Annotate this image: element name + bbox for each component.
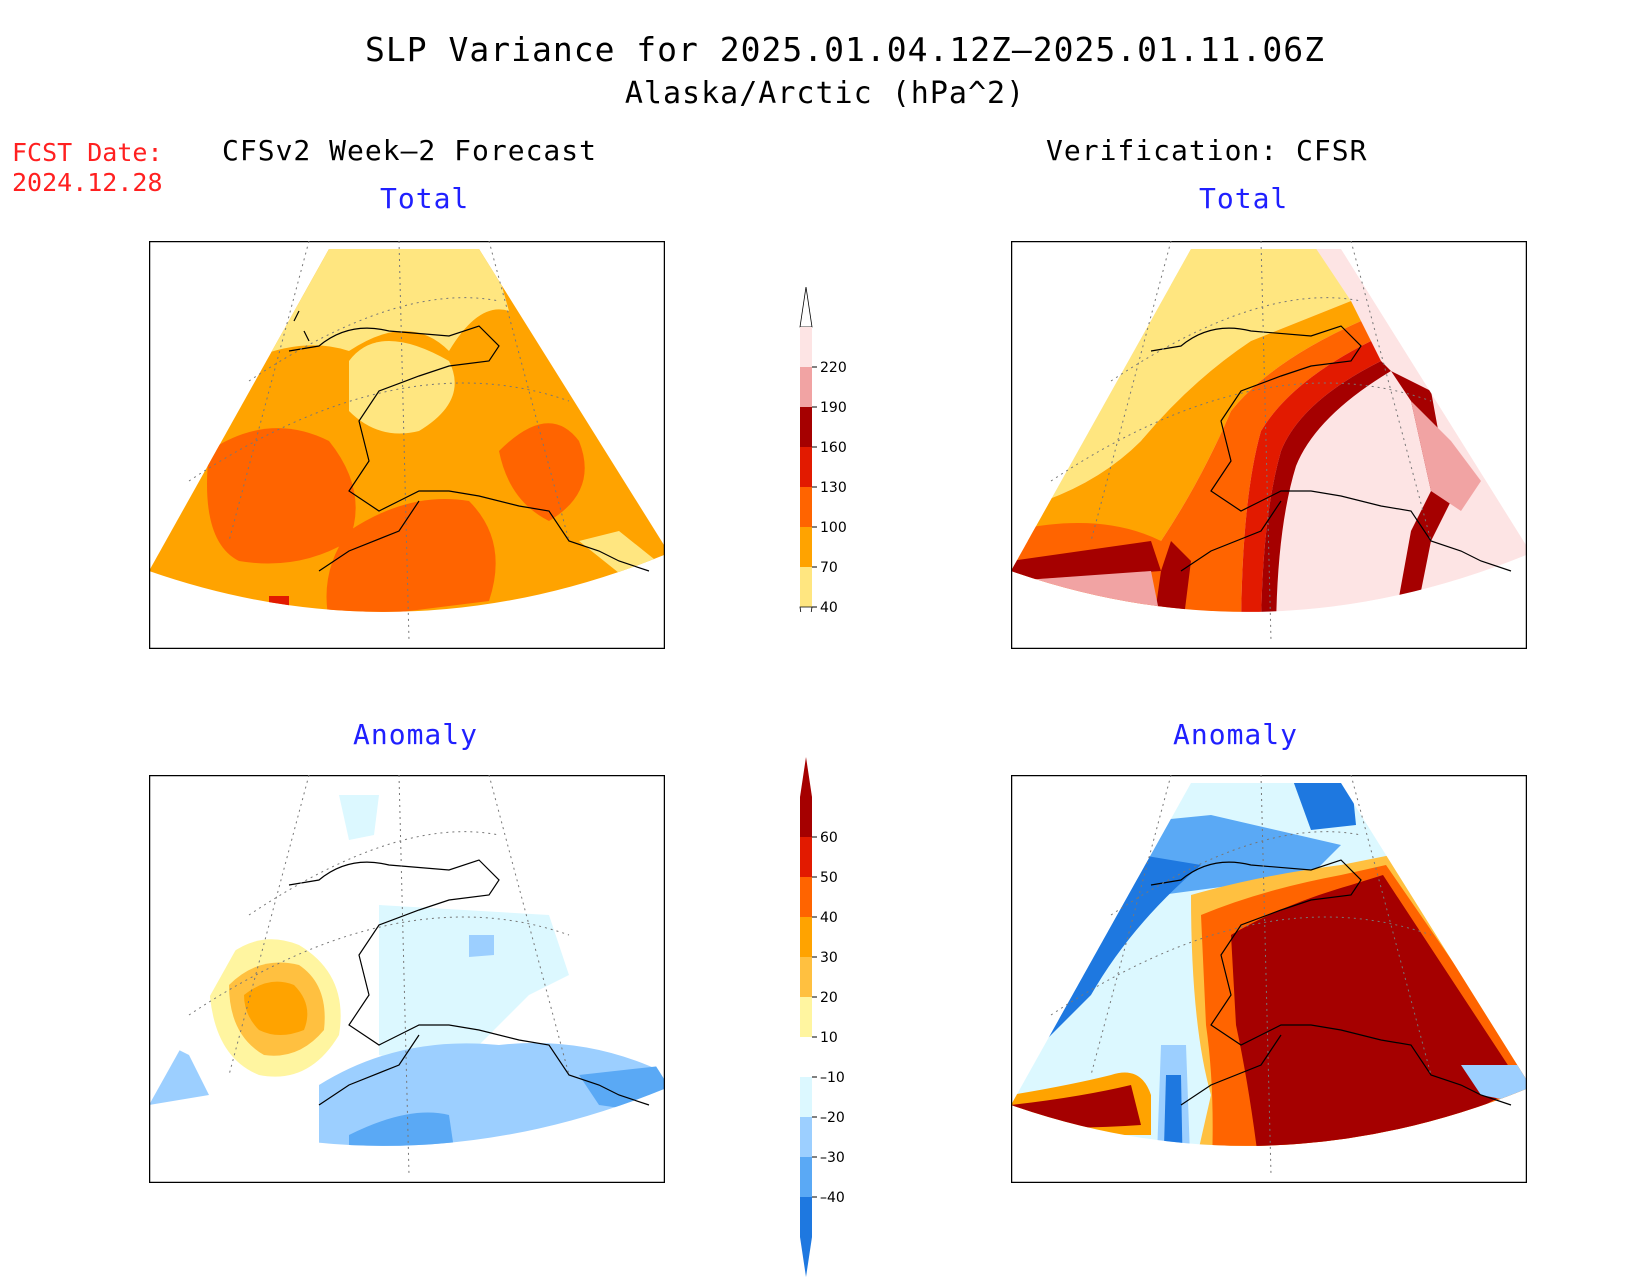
colorbar-total-label: 130 (820, 480, 847, 496)
forecast-anomaly-title: Anomaly (353, 718, 479, 751)
main-title: SLP Variance for 2025.01.04.12Z–2025.01.… (365, 30, 1325, 69)
colorbar-anomaly-bottom-arrow (800, 1237, 812, 1277)
colorbar-anomaly-label: 10 (820, 1030, 838, 1046)
colorbar-total-swatch (800, 567, 812, 607)
verification-anomaly-map (1011, 775, 1527, 1183)
colorbar-total-label: 220 (820, 360, 847, 376)
colorbar-anomaly-swatch (800, 997, 812, 1037)
colorbar-anomaly-label: –30 (820, 1150, 845, 1166)
verification-total-map (1011, 241, 1527, 649)
colorbar-total-label: 100 (820, 520, 847, 536)
colorbar-total-label: 160 (820, 440, 847, 456)
colorbar-anomaly-swatch (800, 1077, 812, 1117)
colorbar-anomaly-swatch (800, 837, 812, 877)
colorbar-anomaly-label: 20 (820, 990, 838, 1006)
main-subtitle: Alaska/Arctic (hPa^2) (624, 76, 1026, 111)
colorbar-anomaly-swatch (800, 917, 812, 957)
verification-anomaly-title: Anomaly (1173, 718, 1299, 751)
forecast-anomaly-map (149, 775, 665, 1183)
colorbar-anomaly-label: 30 (820, 950, 838, 966)
colorbar-anomaly-swatch (800, 1037, 812, 1077)
forecast-total-title: Total (380, 182, 470, 215)
total-colorbar: 220 190 160 130 100 70 40 (799, 286, 847, 612)
verification-column-title: Verification: CFSR (1046, 134, 1368, 167)
colorbar-anomaly-label: –20 (820, 1110, 845, 1126)
colorbar-anomaly-label: 40 (820, 910, 838, 926)
colorbar-total-bottom-arrow (799, 606, 813, 612)
verification-total-title: Total (1199, 182, 1289, 215)
colorbar-total-swatch (800, 447, 812, 487)
colorbar-anomaly-swatch (800, 1117, 812, 1157)
colorbar-total-label: 40 (820, 600, 838, 612)
colorbar-anomaly-label: –10 (820, 1070, 845, 1086)
colorbar-anomaly-swatch (800, 1197, 812, 1237)
colorbar-total-swatch (800, 407, 812, 447)
colorbar-anomaly-swatch (800, 957, 812, 997)
colorbar-anomaly-label: 60 (820, 830, 838, 846)
colorbar-anomaly-swatch (800, 797, 812, 837)
colorbar-anomaly-swatch (800, 1157, 812, 1197)
fcst-date-value: 2024.12.28 (12, 168, 163, 197)
forecast-column-title: CFSv2 Week–2 Forecast (222, 134, 598, 167)
colorbar-anomaly-swatch (800, 877, 812, 917)
anomaly-colorbar: 60 50 40 30 20 10 –10 –20 –30 –40 (800, 757, 845, 1277)
colorbar-anomaly-top-arrow (800, 757, 812, 797)
colorbar-total-top-arrow (799, 286, 813, 328)
colorbar-total-label: 190 (820, 400, 847, 416)
colorbar-total-swatch (800, 487, 812, 527)
colorbar-anomaly-label: 50 (820, 870, 838, 886)
colorbar-total-swatch (800, 527, 812, 567)
forecast-total-map (149, 241, 665, 649)
fcst-date-label: FCST Date: (12, 138, 163, 167)
colorbar-total-swatch (800, 327, 812, 367)
fcst-date-block: FCST Date: 2024.12.28 (12, 138, 163, 198)
colorbar-total-swatch (800, 367, 812, 407)
colorbar-anomaly-label: –40 (820, 1190, 845, 1206)
colorbar-total-label: 70 (820, 560, 838, 576)
